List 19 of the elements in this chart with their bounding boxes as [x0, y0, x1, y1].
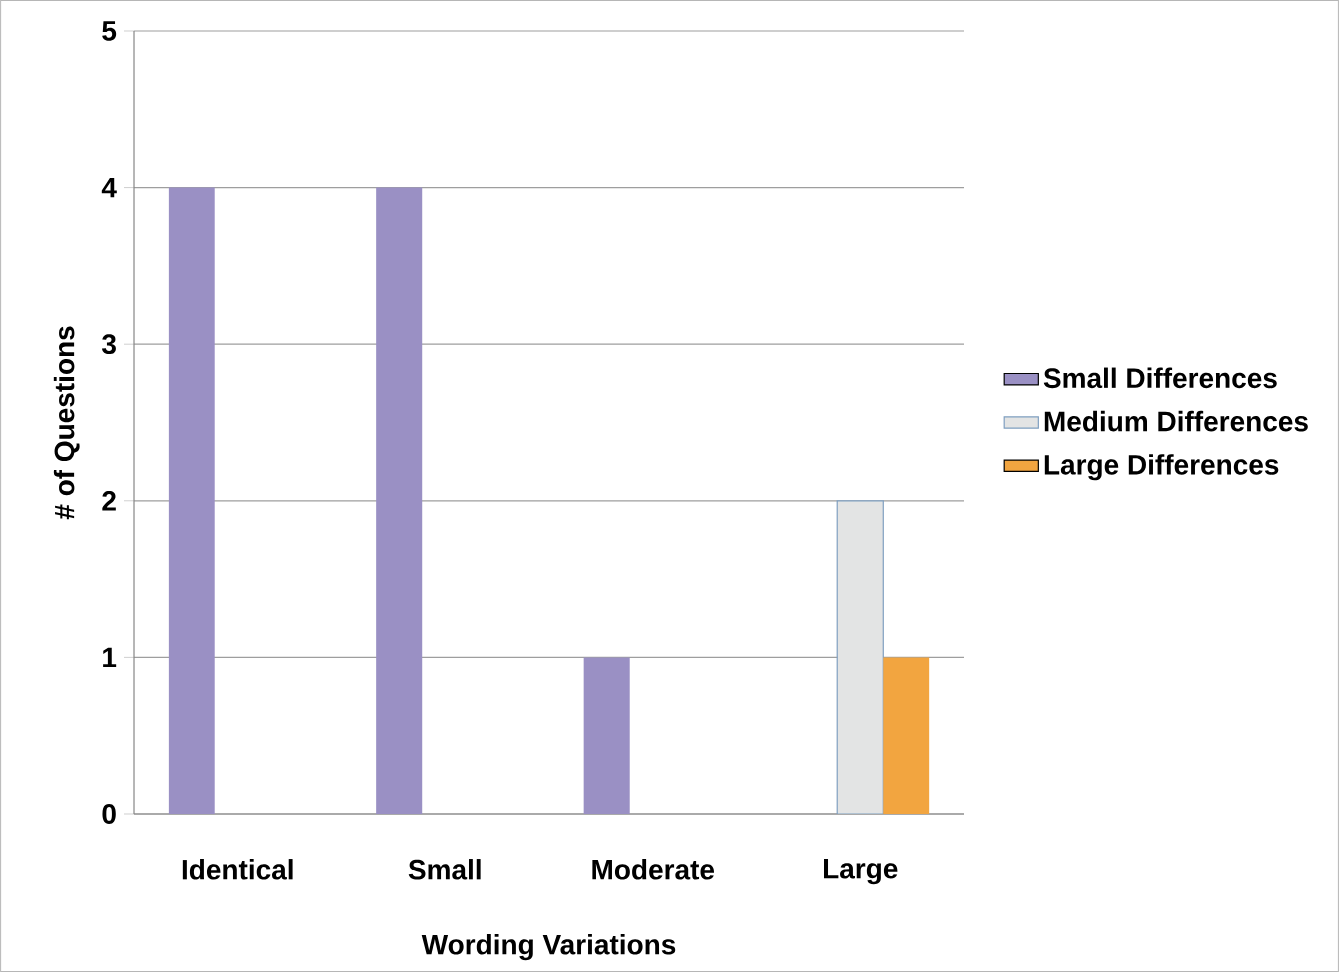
bar [168, 187, 215, 814]
x-axis-title: Wording Variations [421, 933, 676, 961]
x-tick-label: Identical [182, 859, 293, 880]
legend-label: Medium Differences [1044, 410, 1308, 432]
y-tick-label: 3 [101, 334, 116, 355]
bar [376, 187, 423, 814]
y-tick-label: 0 [102, 804, 116, 824]
bar [883, 657, 930, 814]
y-tick-label: 2 [102, 490, 116, 511]
y-tick-label: 4 [101, 177, 117, 198]
bar [583, 657, 630, 814]
y-tick-label: 5 [102, 21, 117, 41]
x-tick-label: Moderate [592, 859, 715, 880]
y-tick-label: 1 [103, 647, 117, 668]
x-tick-label: Small [408, 859, 481, 880]
y-axis-title: # of Questions [53, 326, 80, 520]
legend-label: Large Differences [1044, 454, 1279, 481]
x-tick-label: Large [824, 859, 898, 885]
legend-label: Small Differences [1043, 367, 1277, 389]
